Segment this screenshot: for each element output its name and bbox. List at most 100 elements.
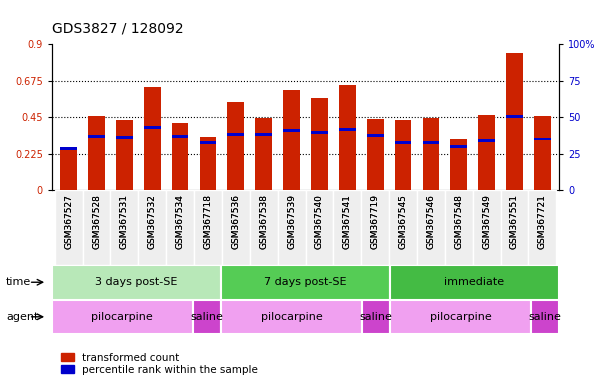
Text: GSM367538: GSM367538 — [259, 194, 268, 249]
FancyBboxPatch shape — [500, 190, 529, 265]
Text: saline: saline — [191, 312, 224, 322]
FancyBboxPatch shape — [361, 190, 389, 265]
Text: GSM367551: GSM367551 — [510, 194, 519, 249]
Bar — [390, 265, 559, 300]
Bar — [367, 134, 384, 137]
Bar — [144, 87, 161, 190]
Text: GSM367548: GSM367548 — [454, 194, 463, 249]
Text: GSM367541: GSM367541 — [343, 194, 352, 249]
Text: pilocarpine: pilocarpine — [430, 312, 491, 322]
Bar — [144, 126, 161, 129]
Bar — [88, 135, 105, 138]
FancyBboxPatch shape — [529, 190, 556, 265]
Text: pilocarpine: pilocarpine — [92, 312, 153, 322]
Bar — [60, 147, 77, 150]
FancyBboxPatch shape — [166, 190, 194, 265]
Text: agent: agent — [6, 312, 38, 322]
Text: GSM367540: GSM367540 — [315, 194, 324, 249]
Bar — [534, 137, 551, 141]
FancyBboxPatch shape — [277, 190, 306, 265]
Bar — [478, 116, 495, 190]
Bar — [423, 118, 439, 190]
Text: GSM367531: GSM367531 — [120, 194, 129, 249]
Bar — [311, 131, 327, 134]
Text: saline: saline — [359, 312, 392, 322]
Bar — [506, 115, 523, 118]
Bar — [339, 128, 356, 131]
Text: time: time — [6, 277, 31, 287]
Text: GSM367532: GSM367532 — [148, 194, 157, 249]
Bar — [390, 300, 531, 334]
Bar — [311, 98, 327, 190]
Bar — [395, 119, 411, 190]
FancyBboxPatch shape — [55, 190, 82, 265]
Text: GSM367536: GSM367536 — [232, 194, 240, 249]
Text: 7 days post-SE: 7 days post-SE — [264, 277, 347, 287]
FancyBboxPatch shape — [417, 190, 445, 265]
Text: GSM367719: GSM367719 — [371, 194, 379, 249]
Text: GSM367528: GSM367528 — [92, 194, 101, 249]
Bar — [478, 139, 495, 142]
FancyBboxPatch shape — [334, 190, 361, 265]
Text: GSM367528: GSM367528 — [92, 194, 101, 249]
FancyBboxPatch shape — [194, 190, 222, 265]
Bar — [255, 118, 272, 190]
Text: GSM367532: GSM367532 — [148, 194, 157, 249]
FancyBboxPatch shape — [445, 190, 473, 265]
Text: GSM367536: GSM367536 — [232, 194, 240, 249]
Text: GSM367718: GSM367718 — [203, 194, 213, 249]
Bar — [255, 134, 272, 136]
Text: GSM367545: GSM367545 — [398, 194, 408, 249]
Text: GSM367718: GSM367718 — [203, 194, 213, 249]
Text: saline: saline — [529, 312, 562, 322]
Bar — [450, 139, 467, 190]
Text: GSM367534: GSM367534 — [175, 194, 185, 249]
Text: GSM367539: GSM367539 — [287, 194, 296, 249]
Text: GSM367539: GSM367539 — [287, 194, 296, 249]
Text: GSM367541: GSM367541 — [343, 194, 352, 249]
Bar — [200, 141, 216, 144]
Text: GSM367545: GSM367545 — [398, 194, 408, 249]
FancyBboxPatch shape — [222, 190, 250, 265]
Bar — [116, 119, 133, 190]
Bar — [227, 102, 244, 190]
Bar — [531, 300, 559, 334]
FancyBboxPatch shape — [111, 190, 138, 265]
Text: GSM367527: GSM367527 — [64, 194, 73, 249]
Bar — [534, 116, 551, 190]
FancyBboxPatch shape — [473, 190, 500, 265]
Text: 3 days post-SE: 3 days post-SE — [95, 277, 178, 287]
Text: GSM367538: GSM367538 — [259, 194, 268, 249]
FancyBboxPatch shape — [389, 190, 417, 265]
Bar — [200, 137, 216, 190]
Bar — [395, 141, 411, 144]
Text: GSM367719: GSM367719 — [371, 194, 379, 249]
Text: GSM367546: GSM367546 — [426, 194, 436, 249]
Bar — [423, 141, 439, 144]
Text: GSM367721: GSM367721 — [538, 194, 547, 249]
Bar — [52, 300, 193, 334]
Bar — [193, 300, 221, 334]
Bar — [172, 135, 188, 138]
Bar — [284, 129, 300, 132]
Text: GSM367534: GSM367534 — [175, 194, 185, 249]
FancyBboxPatch shape — [250, 190, 277, 265]
Bar — [339, 85, 356, 190]
Text: GSM367548: GSM367548 — [454, 194, 463, 249]
Bar — [116, 136, 133, 139]
Bar — [221, 300, 362, 334]
Bar — [362, 300, 390, 334]
Text: GSM367531: GSM367531 — [120, 194, 129, 249]
Text: GSM367527: GSM367527 — [64, 194, 73, 249]
Bar — [227, 133, 244, 136]
Legend: transformed count, percentile rank within the sample: transformed count, percentile rank withi… — [57, 348, 262, 379]
Text: GSM367540: GSM367540 — [315, 194, 324, 249]
FancyBboxPatch shape — [306, 190, 334, 265]
Bar — [172, 123, 188, 190]
Bar — [284, 89, 300, 190]
FancyBboxPatch shape — [138, 190, 166, 265]
Bar — [221, 265, 390, 300]
Bar — [60, 147, 77, 190]
Text: GDS3827 / 128092: GDS3827 / 128092 — [52, 22, 183, 35]
Bar — [450, 145, 467, 148]
